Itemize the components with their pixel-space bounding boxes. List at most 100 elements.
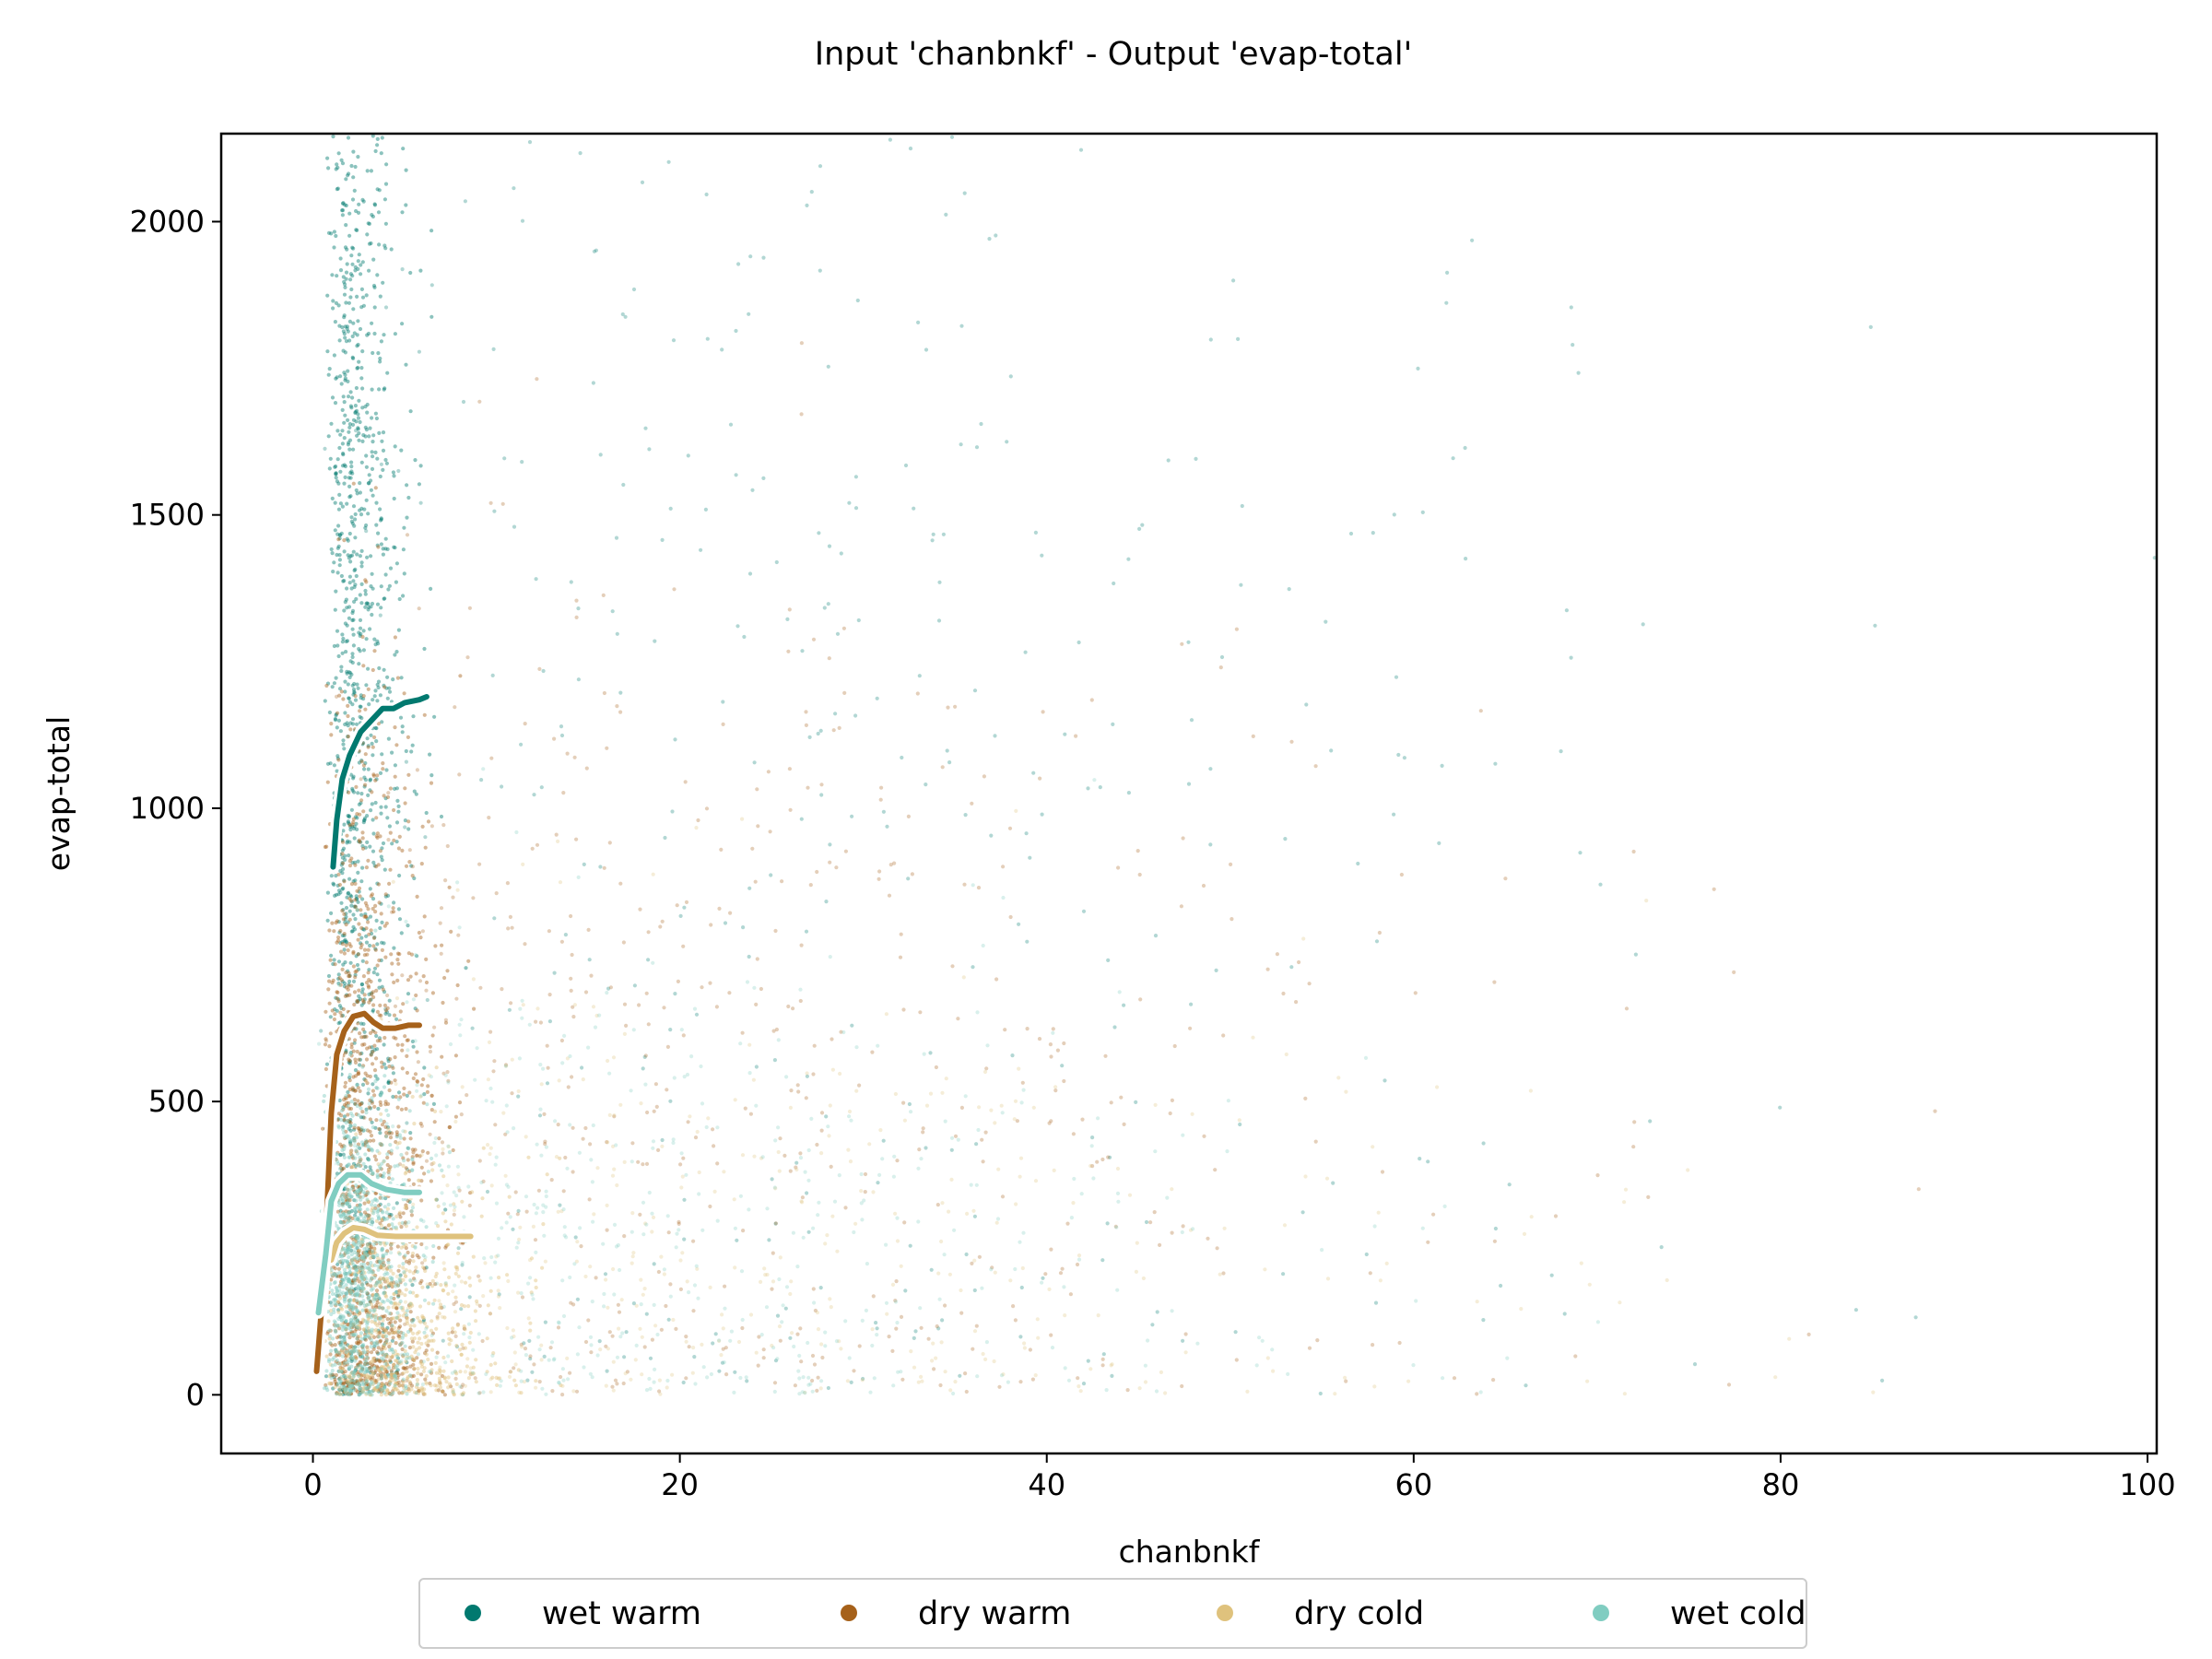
scatter-point xyxy=(992,1359,996,1364)
scatter-point xyxy=(1143,1380,1148,1384)
scatter-point xyxy=(1066,1378,1072,1382)
scatter-point xyxy=(982,1069,988,1075)
scatter-point xyxy=(341,861,346,865)
scatter-point xyxy=(1062,1078,1066,1084)
scatter-point xyxy=(459,1352,464,1357)
scatter-point xyxy=(432,1120,437,1124)
scatter-point xyxy=(382,941,386,946)
scatter-point xyxy=(364,1192,369,1197)
scatter-point xyxy=(360,1355,365,1359)
scatter-point xyxy=(356,1310,360,1314)
scatter-point xyxy=(1062,1041,1066,1046)
scatter-point xyxy=(342,315,347,320)
scatter-point xyxy=(365,1361,370,1366)
scatter-point xyxy=(363,578,368,582)
scatter-point xyxy=(340,840,346,844)
scatter-point xyxy=(356,686,360,690)
scatter-point xyxy=(453,1370,458,1374)
scatter-point xyxy=(403,1034,407,1039)
scatter-point xyxy=(338,1208,343,1213)
scatter-point xyxy=(402,1086,406,1090)
scatter-point xyxy=(455,982,460,988)
scatter-point xyxy=(418,1154,422,1159)
scatter-point xyxy=(368,788,372,793)
scatter-point xyxy=(341,1152,346,1157)
scatter-point xyxy=(347,1312,351,1317)
scatter-point xyxy=(351,979,357,983)
scatter-point xyxy=(378,1359,382,1364)
scatter-point xyxy=(1219,654,1225,660)
scatter-point xyxy=(1623,1187,1629,1192)
scatter-point xyxy=(468,1191,473,1195)
scatter-point xyxy=(1105,1221,1110,1226)
scatter-point xyxy=(382,1263,387,1267)
scatter-point xyxy=(839,1347,843,1351)
scatter-point xyxy=(365,916,370,922)
scatter-point xyxy=(405,483,409,488)
scatter-point xyxy=(687,1345,691,1349)
scatter-point xyxy=(380,1347,384,1352)
scatter-point xyxy=(374,726,379,731)
scatter-point xyxy=(353,1356,359,1360)
scatter-point xyxy=(392,1386,396,1391)
scatter-point xyxy=(405,1365,409,1371)
scatter-point xyxy=(531,1224,536,1229)
scatter-point xyxy=(610,1384,615,1389)
scatter-point xyxy=(700,1228,705,1232)
scatter-point xyxy=(940,765,945,770)
scatter-point xyxy=(370,1100,374,1105)
scatter-point xyxy=(447,1124,453,1129)
scatter-point xyxy=(1033,530,1038,535)
scatter-point xyxy=(1873,623,1877,628)
scatter-point xyxy=(370,1208,374,1213)
scatter-point xyxy=(397,1288,402,1293)
scatter-point xyxy=(377,85,381,88)
scatter-point xyxy=(369,478,373,483)
scatter-point xyxy=(360,295,366,300)
scatter-point xyxy=(367,1105,371,1110)
scatter-point xyxy=(1048,1042,1053,1047)
scatter-point xyxy=(330,1363,335,1368)
scatter-point xyxy=(381,1345,385,1350)
scatter-point xyxy=(733,1265,737,1270)
scatter-point xyxy=(418,1320,423,1324)
scatter-point xyxy=(827,1134,831,1138)
scatter-point xyxy=(415,1225,419,1230)
scatter-point xyxy=(376,1328,381,1333)
scatter-point xyxy=(396,1373,401,1378)
scatter-point xyxy=(363,425,368,429)
scatter-point xyxy=(636,1159,641,1164)
scatter-point xyxy=(397,1264,402,1268)
scatter-point xyxy=(606,1140,610,1145)
scatter-point xyxy=(356,155,360,159)
scatter-point xyxy=(1481,1141,1486,1146)
scatter-point xyxy=(354,125,358,129)
scatter-point xyxy=(368,778,372,782)
scatter-point xyxy=(359,1273,364,1277)
scatter-point xyxy=(343,1084,347,1089)
scatter-point xyxy=(486,1303,490,1308)
scatter-point xyxy=(330,921,335,925)
scatter-point xyxy=(332,958,336,962)
scatter-point xyxy=(366,767,371,771)
scatter-point xyxy=(1368,1271,1372,1276)
scatter-point xyxy=(331,306,335,311)
scatter-point xyxy=(346,1247,350,1252)
scatter-point xyxy=(375,143,380,147)
scatter-point xyxy=(359,908,363,912)
scatter-point xyxy=(358,1323,362,1327)
scatter-point xyxy=(1172,1043,1177,1049)
scatter-point xyxy=(375,273,380,277)
scatter-point xyxy=(338,256,343,261)
scatter-point xyxy=(604,1277,608,1282)
scatter-point xyxy=(428,1049,433,1054)
scatter-point xyxy=(460,1342,465,1347)
scatter-point xyxy=(748,1112,754,1116)
scatter-point xyxy=(323,1042,328,1047)
scatter-point xyxy=(385,371,390,375)
scatter-point xyxy=(337,687,343,691)
scatter-point xyxy=(370,321,374,325)
scatter-point xyxy=(343,1375,347,1380)
scatter-point xyxy=(347,1344,352,1348)
scatter-point xyxy=(351,1237,356,1241)
